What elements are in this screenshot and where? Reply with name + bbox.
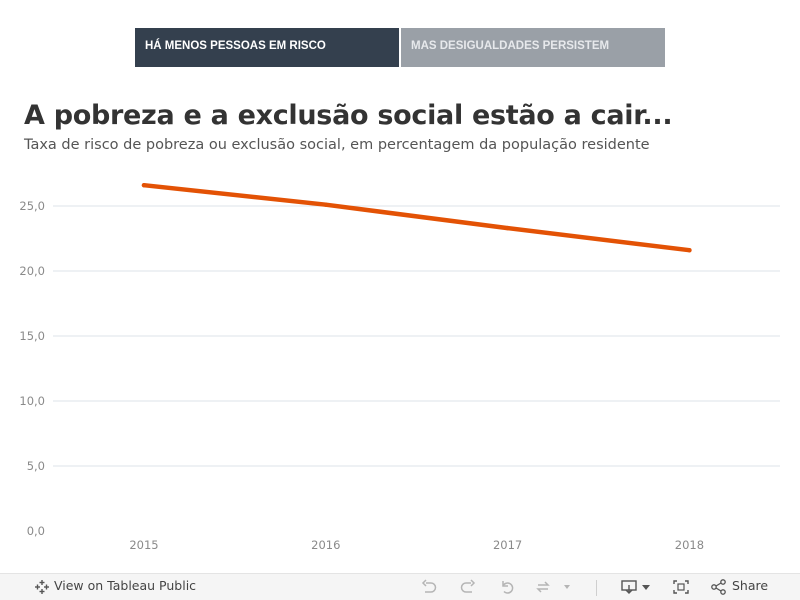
view-on-tableau-label: View on Tableau Public bbox=[53, 578, 197, 593]
refresh-icon bbox=[536, 580, 570, 593]
x-tick-label: 2015 bbox=[129, 538, 158, 552]
fullscreen-button[interactable] bbox=[672, 578, 690, 595]
share-button[interactable]: Share bbox=[710, 578, 768, 595]
x-tick-label: 2018 bbox=[675, 538, 704, 552]
y-tick-label: 25,0 bbox=[19, 199, 45, 213]
tableau-logo-icon bbox=[35, 579, 49, 594]
data-point bbox=[505, 225, 510, 231]
download-button[interactable] bbox=[620, 578, 652, 595]
y-tick-label: 20,0 bbox=[19, 264, 45, 278]
redo-icon bbox=[460, 578, 476, 593]
data-point bbox=[687, 248, 692, 253]
x-tick-label: 2016 bbox=[311, 538, 340, 552]
undo-button[interactable] bbox=[420, 578, 438, 595]
story-tabs: HÁ MENOS PESSOAS EM RISCO MAS DESIGUALDA… bbox=[135, 28, 665, 67]
download-icon bbox=[621, 579, 650, 594]
redo-button[interactable] bbox=[459, 578, 477, 595]
tab-menos-pessoas-em-risco[interactable]: HÁ MENOS PESSOAS EM RISCO bbox=[135, 28, 399, 67]
undo-icon bbox=[421, 578, 437, 593]
chart-subtitle: Taxa de risco de pobreza ou exclusão soc… bbox=[24, 137, 650, 153]
data-point bbox=[141, 183, 147, 188]
tab-desigualdades-persistem[interactable]: MAS DESIGUALDADES PERSISTEM bbox=[401, 28, 665, 67]
y-tick-label: 5,0 bbox=[27, 459, 45, 473]
x-tick-label: 2017 bbox=[493, 538, 522, 552]
tableau-toolbar: View on Tableau Public bbox=[0, 573, 800, 600]
data-point bbox=[323, 202, 328, 207]
toolbar-separator bbox=[596, 580, 597, 596]
fullscreen-icon bbox=[673, 579, 689, 594]
revert-icon bbox=[502, 580, 514, 594]
chart-title: A pobreza e a exclusão social estão a ca… bbox=[24, 100, 673, 131]
y-tick-label: 15,0 bbox=[19, 329, 45, 343]
y-tick-label: 0,0 bbox=[27, 524, 45, 538]
share-icon bbox=[711, 578, 726, 595]
share-label: Share bbox=[731, 578, 769, 593]
series-line bbox=[141, 182, 692, 253]
view-on-tableau-link[interactable]: View on Tableau Public bbox=[34, 578, 196, 595]
revert-button[interactable] bbox=[498, 578, 516, 595]
y-tick-label: 10,0 bbox=[19, 394, 45, 408]
line-chart: 0,0 5,0 10,0 15,0 20,0 25,0 2015 2016 2017 2018 bbox=[19, 182, 780, 552]
refresh-button[interactable] bbox=[535, 578, 571, 595]
